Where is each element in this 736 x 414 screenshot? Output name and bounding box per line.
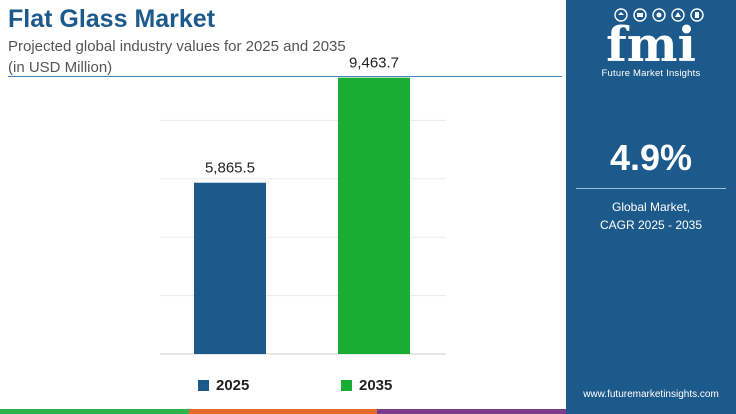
bar-2035 bbox=[338, 77, 410, 354]
cagr-label: Global Market, CAGR 2025 - 2035 bbox=[566, 198, 736, 234]
cagr-label-line-1: Global Market, bbox=[611, 200, 691, 214]
data-label-2035: 9,463.7 bbox=[349, 55, 399, 72]
sidebar-panel: fmi Future Market Insights 4.9% Global M… bbox=[566, 0, 736, 414]
legend-swatch-2025 bbox=[198, 380, 209, 391]
page-title: Flat Glass Market bbox=[8, 5, 216, 33]
logo-caption: Future Market Insights bbox=[601, 68, 701, 79]
legend-item-2025: 2025 bbox=[198, 377, 249, 394]
legend-swatch-2035 bbox=[341, 380, 352, 391]
chart-legend: 2025 2035 bbox=[0, 377, 565, 399]
fmi-logo: fmi Future Market Insights bbox=[566, 6, 736, 86]
cagr-value: 4.9% bbox=[609, 137, 693, 178]
bottom-strip-green bbox=[0, 409, 189, 414]
legend-label-2035: 2035 bbox=[359, 377, 393, 394]
bar-2025 bbox=[194, 182, 266, 354]
title-divider bbox=[8, 76, 562, 77]
subtitle-line-1: Projected global industry values for 202… bbox=[8, 38, 346, 55]
legend-item-2035: 2035 bbox=[341, 377, 392, 394]
logo-letters: fmi bbox=[606, 17, 696, 66]
page-subtitle: Projected global industry values for 202… bbox=[8, 36, 346, 78]
data-label-2025: 5,865.5 bbox=[205, 160, 255, 177]
website-link[interactable]: www.futuremarketinsights.com bbox=[583, 389, 719, 400]
bottom-strip-purple bbox=[377, 409, 566, 414]
cagr-label-line-2: CAGR 2025 - 2035 bbox=[599, 218, 703, 232]
subtitle-line-2: (in USD Million) bbox=[8, 59, 113, 76]
panel-divider bbox=[576, 188, 726, 189]
bottom-strip-orange bbox=[189, 409, 377, 414]
bar-chart: 5,865.5 9,463.7 bbox=[160, 55, 446, 355]
legend-label-2025: 2025 bbox=[216, 377, 250, 394]
